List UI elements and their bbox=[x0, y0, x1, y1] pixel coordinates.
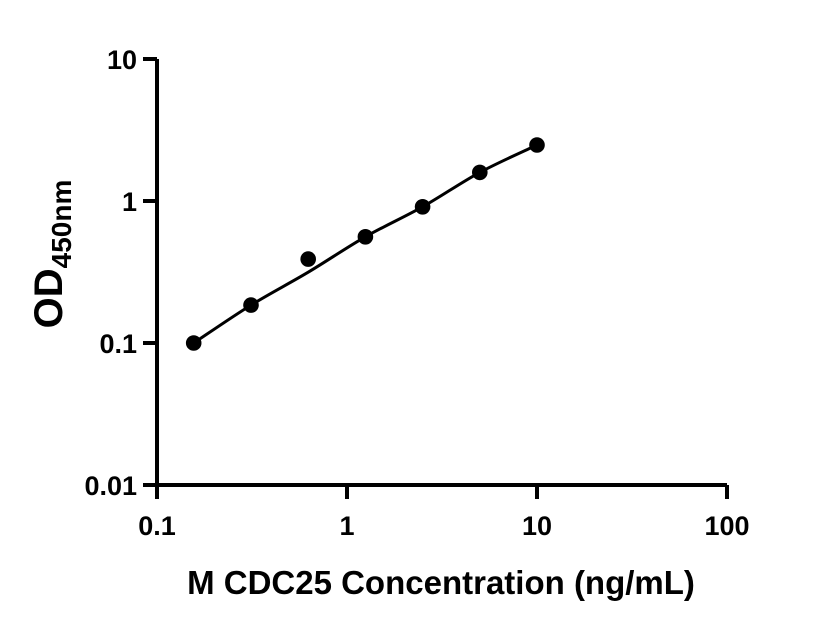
data-point bbox=[300, 251, 317, 267]
y-axis-title-main: OD bbox=[27, 268, 71, 328]
x-tick-label: 0.1 bbox=[138, 511, 176, 541]
y-axis-title: OD450nm bbox=[27, 180, 77, 329]
y-tick-label: 0.01 bbox=[84, 471, 137, 501]
y-tick-label: 1 bbox=[122, 187, 137, 217]
x-tick-label: 1 bbox=[339, 511, 354, 541]
y-tick-label: 10 bbox=[107, 45, 137, 75]
x-tick-label: 100 bbox=[704, 511, 749, 541]
y-axis-title-subscript: 450nm bbox=[46, 180, 77, 269]
x-axis-title: M CDC25 Concentration (ng/mL) bbox=[187, 564, 695, 601]
data-point bbox=[529, 137, 545, 153]
data-point bbox=[357, 229, 374, 245]
data-point bbox=[243, 297, 259, 313]
data-point bbox=[185, 335, 202, 351]
data-point bbox=[414, 199, 431, 215]
x-tick-label: 10 bbox=[522, 511, 552, 541]
data-point bbox=[472, 164, 488, 181]
plot-layer bbox=[185, 137, 545, 351]
y-tick-label: 0.1 bbox=[99, 329, 137, 359]
